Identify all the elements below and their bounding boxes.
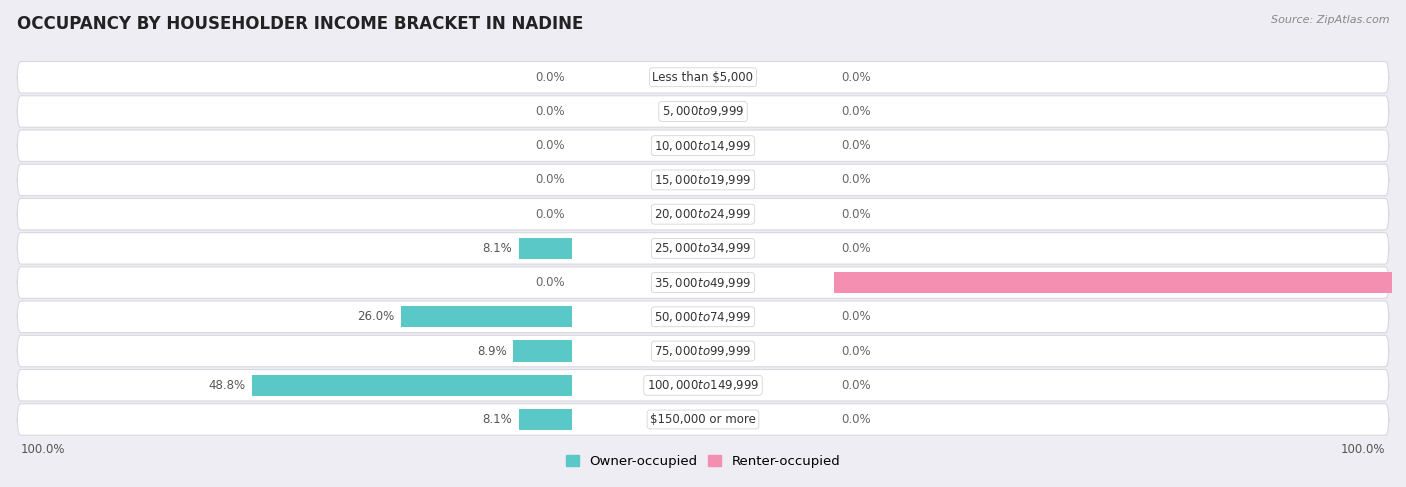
Text: 8.1%: 8.1% — [482, 413, 512, 426]
Text: $15,000 to $19,999: $15,000 to $19,999 — [654, 173, 752, 187]
Text: $25,000 to $34,999: $25,000 to $34,999 — [654, 242, 752, 255]
Text: 0.0%: 0.0% — [841, 105, 870, 118]
Text: 0.0%: 0.0% — [841, 413, 870, 426]
Text: 8.1%: 8.1% — [482, 242, 512, 255]
Text: 0.0%: 0.0% — [536, 173, 565, 187]
FancyBboxPatch shape — [17, 130, 1389, 162]
Legend: Owner-occupied, Renter-occupied: Owner-occupied, Renter-occupied — [560, 450, 846, 473]
FancyBboxPatch shape — [17, 370, 1389, 401]
Text: $10,000 to $14,999: $10,000 to $14,999 — [654, 139, 752, 153]
Text: 48.8%: 48.8% — [208, 379, 245, 392]
FancyBboxPatch shape — [17, 198, 1389, 230]
Text: 0.0%: 0.0% — [536, 139, 565, 152]
Bar — [513, 340, 572, 362]
Text: 0.0%: 0.0% — [841, 173, 870, 187]
Text: 0.0%: 0.0% — [841, 242, 870, 255]
Text: 0.0%: 0.0% — [536, 71, 565, 84]
Text: $150,000 or more: $150,000 or more — [650, 413, 756, 426]
Text: OCCUPANCY BY HOUSEHOLDER INCOME BRACKET IN NADINE: OCCUPANCY BY HOUSEHOLDER INCOME BRACKET … — [17, 15, 583, 33]
FancyBboxPatch shape — [17, 267, 1389, 299]
Text: $35,000 to $49,999: $35,000 to $49,999 — [654, 276, 752, 290]
FancyBboxPatch shape — [17, 233, 1389, 264]
FancyBboxPatch shape — [17, 164, 1389, 196]
Bar — [401, 306, 572, 327]
FancyBboxPatch shape — [17, 61, 1389, 93]
Text: 26.0%: 26.0% — [357, 310, 395, 323]
Bar — [252, 375, 572, 396]
Bar — [519, 238, 572, 259]
Text: $50,000 to $74,999: $50,000 to $74,999 — [654, 310, 752, 324]
Text: $75,000 to $99,999: $75,000 to $99,999 — [654, 344, 752, 358]
Text: 0.0%: 0.0% — [536, 105, 565, 118]
Text: 100.0%: 100.0% — [1341, 444, 1385, 456]
Bar — [519, 409, 572, 430]
Text: 0.0%: 0.0% — [841, 71, 870, 84]
FancyBboxPatch shape — [17, 404, 1389, 435]
Text: 100.0%: 100.0% — [21, 444, 65, 456]
Text: 0.0%: 0.0% — [841, 310, 870, 323]
FancyBboxPatch shape — [17, 335, 1389, 367]
FancyBboxPatch shape — [17, 301, 1389, 333]
Text: $100,000 to $149,999: $100,000 to $149,999 — [647, 378, 759, 392]
Text: 0.0%: 0.0% — [536, 207, 565, 221]
Text: 8.9%: 8.9% — [477, 344, 506, 357]
Text: 0.0%: 0.0% — [841, 344, 870, 357]
Text: $20,000 to $24,999: $20,000 to $24,999 — [654, 207, 752, 221]
Text: 0.0%: 0.0% — [841, 379, 870, 392]
Bar — [834, 272, 1406, 293]
Text: $5,000 to $9,999: $5,000 to $9,999 — [662, 105, 744, 118]
Text: Source: ZipAtlas.com: Source: ZipAtlas.com — [1271, 15, 1389, 25]
Text: 0.0%: 0.0% — [536, 276, 565, 289]
Text: 0.0%: 0.0% — [841, 139, 870, 152]
Text: Less than $5,000: Less than $5,000 — [652, 71, 754, 84]
Text: 0.0%: 0.0% — [841, 207, 870, 221]
FancyBboxPatch shape — [17, 96, 1389, 127]
